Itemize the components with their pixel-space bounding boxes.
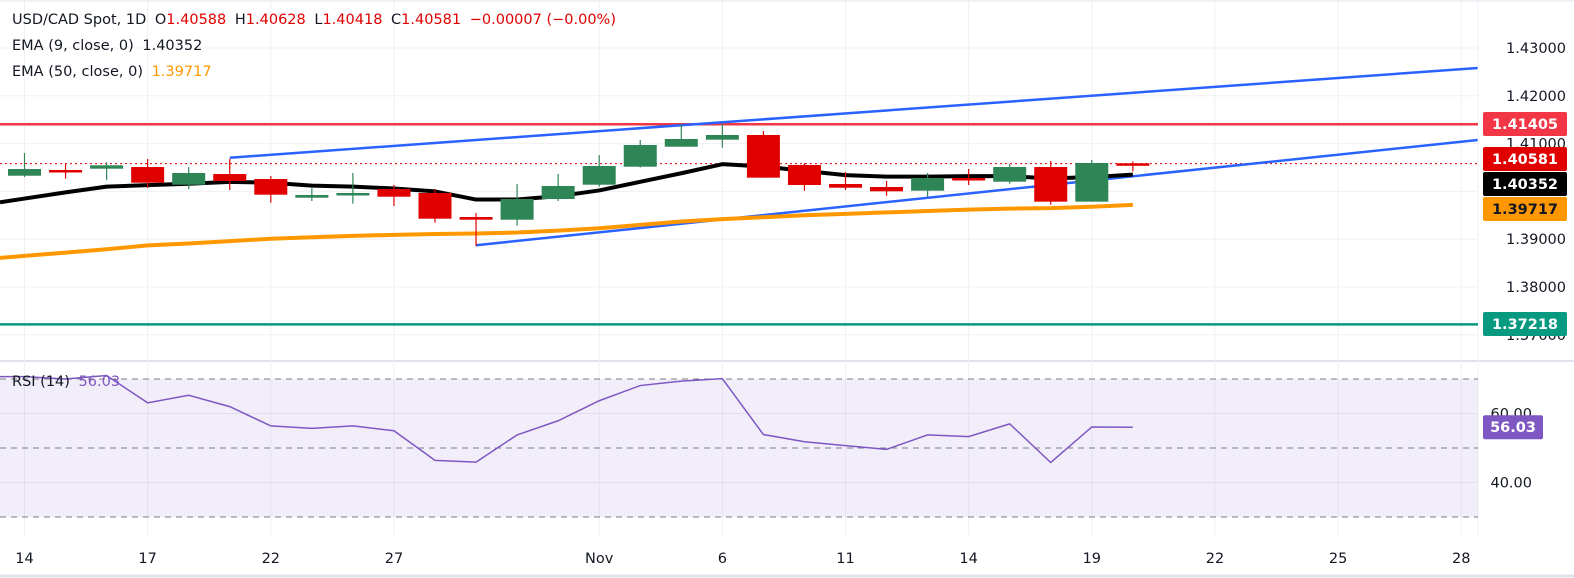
trendline[interactable] (475, 138, 1478, 247)
candle-up[interactable] (172, 172, 206, 185)
candle-down[interactable] (131, 167, 165, 183)
candle-down[interactable] (418, 192, 452, 219)
high-value: 1.40628 (245, 12, 306, 28)
candle-up[interactable] (664, 139, 698, 147)
price-label-ema50 (1483, 197, 1567, 221)
candle-up[interactable] (500, 199, 534, 220)
candle-up[interactable] (705, 134, 739, 140)
ema9-label: EMA (9, close, 0) (12, 38, 134, 54)
price-label-text: 1.37218 (1492, 317, 1558, 333)
price-label-text: 1.41405 (1492, 117, 1558, 133)
candle-up[interactable] (295, 194, 329, 198)
candle-down[interactable] (254, 179, 288, 195)
ema9-value: 1.40352 (142, 38, 203, 54)
candle-up[interactable] (993, 167, 1027, 182)
high-label: H (234, 12, 246, 28)
time-tick-label: 22 (262, 551, 280, 567)
time-tick-label: 19 (1083, 551, 1101, 567)
trendlines[interactable] (229, 66, 1478, 247)
candles (8, 124, 1150, 246)
price-tick-label: 1.39000 (1506, 232, 1566, 248)
rsi-value-label (1483, 415, 1543, 440)
candle-up[interactable] (90, 165, 124, 169)
candle-down[interactable] (213, 174, 247, 181)
ema50-value: 1.39717 (151, 64, 212, 80)
price-label-ema9 (1483, 172, 1567, 196)
rsi-tick-label: 40.00 (1490, 476, 1532, 492)
candle-down[interactable] (49, 169, 83, 173)
price-label-support (1483, 312, 1567, 336)
time-tick-label: 14 (15, 551, 33, 567)
close-label: C (391, 12, 402, 28)
rsi-value-label-text: 56.03 (1490, 420, 1536, 436)
candle-down[interactable] (870, 187, 904, 192)
rsi-legend[interactable]: RSI (14) 56.03 (12, 374, 124, 390)
candle-down[interactable] (746, 134, 780, 178)
time-tick-label: 6 (718, 551, 727, 567)
candle-down[interactable] (459, 217, 493, 220)
ema9-legend[interactable]: EMA (9, close, 0) 1.40352 (12, 38, 206, 54)
price-tick-label: 1.42000 (1506, 89, 1566, 105)
time-tick-label: 28 (1452, 551, 1470, 567)
ema50-legend[interactable]: EMA (50, close, 0) 1.39717 (12, 64, 216, 80)
time-tick-label: 11 (836, 551, 854, 567)
candle-up[interactable] (1075, 163, 1109, 202)
candle-down[interactable] (377, 189, 411, 197)
rsi-value: 56.03 (78, 374, 121, 390)
horizontal-levels (0, 122, 1478, 326)
candle-down[interactable] (1116, 163, 1150, 166)
candle-down[interactable] (952, 178, 986, 181)
candle-up[interactable] (336, 192, 370, 196)
time-axis[interactable]: 14 17 22 27 Nov 6 11 14 19 22 25 28 (15, 551, 1470, 567)
close-value: 1.40581 (401, 12, 462, 28)
candle-down[interactable] (787, 165, 821, 185)
candle-down[interactable] (829, 183, 862, 188)
rsi-pane (0, 374, 1478, 518)
open-label: O (154, 12, 167, 28)
candle-up[interactable] (8, 168, 41, 176)
time-tick-label: 17 (138, 551, 156, 567)
candle-up[interactable] (623, 144, 657, 167)
price-label-text: 1.40581 (1492, 152, 1558, 168)
change-value: −0.00007 (−0.00%) (469, 12, 616, 28)
candle-up[interactable] (582, 166, 616, 185)
time-tick-label: 22 (1206, 551, 1224, 567)
open-value: 1.40588 (166, 12, 227, 28)
low-label: L (314, 12, 323, 28)
low-value: 1.40418 (322, 12, 383, 28)
price-tick-label: 1.43000 (1506, 41, 1566, 57)
price-axis-labels: 1.41405 1.40581 1.40352 1.39717 1.37218 56.03 (1483, 112, 1567, 440)
rsi-line[interactable] (0, 374, 1133, 464)
candle-down[interactable] (1034, 167, 1068, 202)
time-tick-label: 14 (959, 551, 977, 567)
price-label-last (1483, 147, 1567, 171)
candle-up[interactable] (541, 185, 575, 200)
price-label-text: 1.39717 (1492, 202, 1558, 218)
time-tick-label: Nov (585, 551, 614, 567)
symbol-name[interactable]: USD/CAD Spot, 1D (12, 12, 147, 28)
ema50-line[interactable] (0, 202, 1133, 260)
time-tick-label: 25 (1329, 551, 1347, 567)
ema50-label: EMA (50, close, 0) (12, 64, 143, 80)
time-tick-label: 27 (385, 551, 403, 567)
trendline[interactable] (229, 66, 1478, 159)
price-tick-label: 1.38000 (1506, 280, 1566, 296)
rsi-label: RSI (14) (12, 374, 70, 390)
price-label-resistance (1483, 112, 1567, 136)
symbol-legend: USD/CAD Spot, 1D O1.40588 H1.40628 L1.40… (12, 12, 620, 28)
price-label-text: 1.40352 (1492, 177, 1558, 193)
candle-up[interactable] (911, 178, 945, 191)
